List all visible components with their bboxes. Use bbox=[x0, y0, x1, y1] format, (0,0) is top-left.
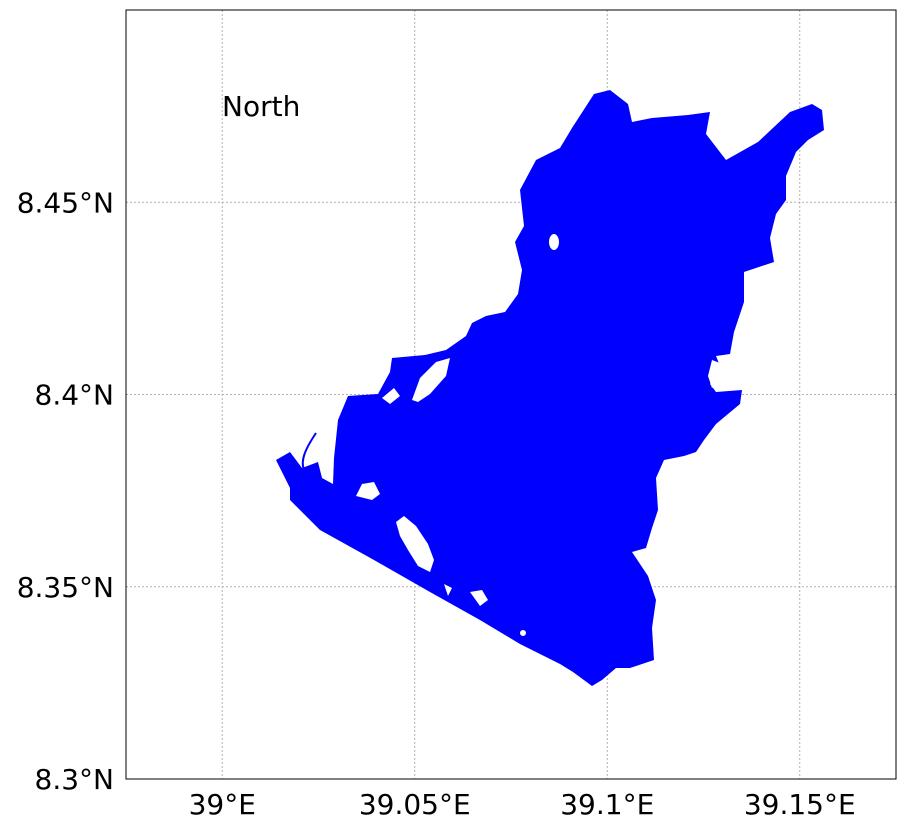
island bbox=[412, 358, 450, 402]
x-tick-label: 39.15°E bbox=[744, 788, 856, 821]
water-body bbox=[276, 90, 824, 686]
island bbox=[444, 584, 452, 596]
x-tick-label: 39.1°E bbox=[560, 788, 654, 821]
x-tick-label: 39°E bbox=[189, 788, 256, 821]
river-channel bbox=[301, 432, 327, 499]
island bbox=[549, 234, 559, 250]
x-tick-label: 39.05°E bbox=[359, 788, 471, 821]
island bbox=[520, 630, 526, 636]
island bbox=[396, 516, 434, 572]
tick-labels: 39°E 39.05°E 39.1°E 39.15°E 8.3°N 8.35°N 8.4°N… bbox=[17, 186, 856, 821]
island bbox=[356, 482, 380, 500]
island bbox=[470, 590, 488, 606]
y-tick-label: 8.45°N bbox=[17, 186, 114, 219]
island bbox=[708, 360, 728, 388]
north-label: North bbox=[222, 90, 300, 123]
axes-frame bbox=[125, 9, 897, 780]
y-tick-label: 8.3°N bbox=[35, 763, 114, 796]
island bbox=[382, 388, 400, 404]
y-tick-label: 8.4°N bbox=[35, 379, 114, 412]
y-tick-label: 8.35°N bbox=[17, 571, 114, 604]
